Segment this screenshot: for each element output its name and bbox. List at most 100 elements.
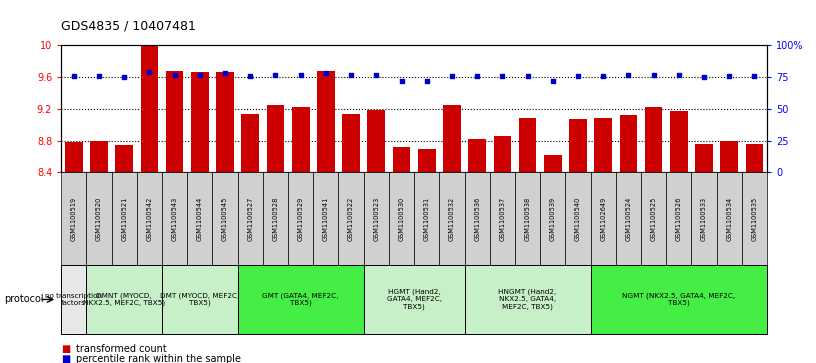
Bar — [115, 144, 133, 172]
Text: GSM1100528: GSM1100528 — [273, 196, 278, 241]
Bar — [364, 265, 464, 334]
Text: NGMT (NKX2.5, GATA4, MEF2C,
TBX5): NGMT (NKX2.5, GATA4, MEF2C, TBX5) — [623, 293, 735, 306]
Text: GSM1100539: GSM1100539 — [550, 197, 556, 241]
Bar — [86, 172, 112, 265]
Text: GSM1100524: GSM1100524 — [625, 196, 632, 241]
Bar — [342, 114, 360, 172]
Bar — [237, 265, 364, 334]
Bar — [746, 144, 763, 172]
Point — [143, 69, 156, 75]
Point — [698, 74, 711, 80]
Bar — [515, 172, 540, 265]
Bar — [540, 172, 565, 265]
Text: GSM1100543: GSM1100543 — [171, 197, 178, 241]
Bar — [242, 114, 259, 172]
Bar — [464, 265, 591, 334]
Text: GSM1100534: GSM1100534 — [726, 197, 732, 241]
Point — [672, 72, 685, 77]
Text: DMT (MYOCD, MEF2C,
TBX5): DMT (MYOCD, MEF2C, TBX5) — [160, 293, 239, 306]
Point — [521, 73, 534, 79]
Text: GSM1100527: GSM1100527 — [247, 196, 253, 241]
Bar — [191, 72, 209, 172]
Point — [446, 73, 459, 79]
Bar — [212, 172, 237, 265]
Point — [723, 73, 736, 79]
Bar — [339, 172, 364, 265]
Bar — [216, 72, 234, 172]
Bar — [742, 172, 767, 265]
Bar — [666, 172, 691, 265]
Text: GSM1100532: GSM1100532 — [449, 197, 455, 241]
Text: DMNT (MYOCD,
NKX2.5, MEF2C, TBX5): DMNT (MYOCD, NKX2.5, MEF2C, TBX5) — [83, 293, 166, 306]
Point — [92, 73, 105, 79]
Text: ■: ■ — [61, 354, 70, 363]
Bar — [418, 148, 436, 172]
Bar — [619, 115, 637, 172]
Bar — [716, 172, 742, 265]
Text: GSM1100544: GSM1100544 — [197, 196, 203, 241]
Point — [395, 78, 408, 84]
Bar — [591, 172, 616, 265]
Bar — [65, 142, 82, 172]
Bar — [565, 172, 591, 265]
Point — [471, 73, 484, 79]
Point — [496, 73, 509, 79]
Text: GSM1100530: GSM1100530 — [398, 197, 405, 241]
Bar — [392, 147, 410, 172]
Point — [269, 72, 282, 77]
Text: GSM1100538: GSM1100538 — [525, 197, 530, 241]
Point — [344, 72, 357, 77]
Point — [420, 78, 433, 84]
Text: percentile rank within the sample: percentile rank within the sample — [76, 354, 241, 363]
Text: GSM1100526: GSM1100526 — [676, 196, 682, 241]
Bar — [162, 265, 237, 334]
Bar — [691, 172, 716, 265]
Bar — [464, 172, 490, 265]
Point — [244, 73, 257, 79]
Text: GDS4835 / 10407481: GDS4835 / 10407481 — [61, 20, 196, 33]
Text: protocol: protocol — [4, 294, 44, 305]
Bar — [267, 105, 284, 172]
Point — [647, 72, 660, 77]
Text: ■: ■ — [61, 344, 70, 354]
Text: GSM1100520: GSM1100520 — [96, 196, 102, 241]
Text: GSM1100522: GSM1100522 — [348, 196, 354, 241]
Text: GSM1100533: GSM1100533 — [701, 197, 707, 241]
Bar — [591, 265, 767, 334]
Bar — [166, 71, 184, 172]
Bar — [237, 172, 263, 265]
Bar — [187, 172, 212, 265]
Bar — [389, 172, 414, 265]
Text: GSM1100519: GSM1100519 — [71, 197, 77, 241]
Bar — [288, 172, 313, 265]
Bar — [645, 106, 663, 172]
Point — [118, 74, 131, 80]
Text: GSM1100542: GSM1100542 — [146, 196, 153, 241]
Text: GSM1100531: GSM1100531 — [424, 197, 430, 241]
Text: GSM1100535: GSM1100535 — [752, 197, 757, 241]
Bar — [61, 172, 86, 265]
Text: GSM1102649: GSM1102649 — [601, 197, 606, 241]
Text: GSM1100521: GSM1100521 — [122, 197, 127, 241]
Text: GSM1100523: GSM1100523 — [373, 197, 379, 241]
Bar — [616, 172, 641, 265]
Bar — [721, 140, 738, 172]
Point — [219, 70, 232, 76]
Bar — [317, 71, 335, 172]
Bar — [140, 45, 158, 172]
Point — [571, 73, 584, 79]
Bar — [61, 265, 86, 334]
Bar — [414, 172, 439, 265]
Bar — [313, 172, 339, 265]
Text: no transcription
factors: no transcription factors — [46, 293, 102, 306]
Point — [294, 72, 307, 77]
Bar — [367, 110, 385, 172]
Point — [319, 70, 332, 76]
Point — [546, 78, 559, 84]
Text: GSM1100536: GSM1100536 — [474, 197, 480, 241]
Bar — [162, 172, 187, 265]
Text: GMT (GATA4, MEF2C,
TBX5): GMT (GATA4, MEF2C, TBX5) — [263, 293, 339, 306]
Text: GSM1100525: GSM1100525 — [650, 196, 657, 241]
Bar — [569, 119, 587, 172]
Text: GSM1100537: GSM1100537 — [499, 197, 505, 241]
